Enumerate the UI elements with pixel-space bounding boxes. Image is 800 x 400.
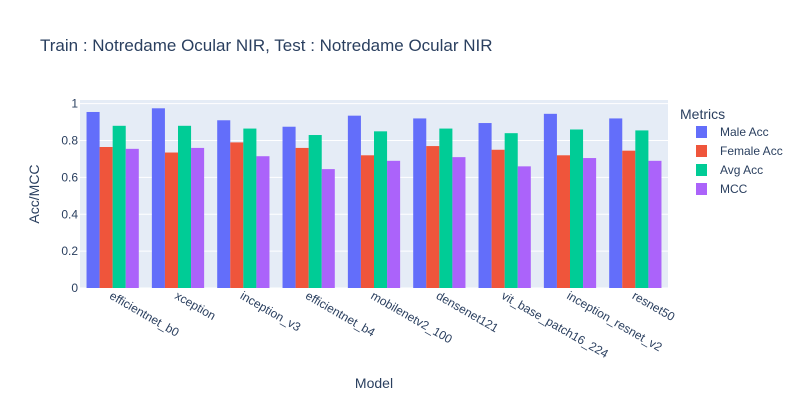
y-tick-labels: 0 0.2 0.4 0.6 0.8 1 [61, 97, 78, 295]
bar [478, 123, 492, 288]
x-tick-label: vit_base_patch16_224 [499, 288, 611, 361]
bar [256, 156, 270, 288]
bar [321, 169, 335, 288]
legend-swatch [696, 164, 707, 176]
x-axis-title: Model [355, 375, 393, 391]
legend-label: MCC [720, 182, 748, 196]
y-tick-label: 0.2 [61, 244, 78, 258]
bar [151, 108, 165, 288]
bar [243, 128, 257, 288]
bar [635, 130, 649, 288]
y-tick-label: 0 [71, 281, 78, 295]
bar [230, 142, 244, 288]
bars [86, 108, 662, 289]
bar [86, 111, 100, 288]
legend-label: Avg Acc [720, 163, 763, 177]
y-tick-label: 0.6 [61, 170, 78, 184]
bar [347, 115, 361, 289]
bar [282, 126, 296, 288]
bar [517, 166, 531, 288]
bar [387, 160, 401, 288]
bar [413, 118, 427, 289]
x-tick-label: efficientnet_b0 [107, 288, 182, 339]
bar [99, 147, 113, 288]
x-tick-label: inception_v3 [238, 288, 304, 334]
legend-label: Female Acc [720, 144, 783, 158]
bar [217, 120, 231, 289]
y-tick-label: 0.4 [61, 207, 78, 221]
x-tick-label: resnet50 [630, 288, 678, 324]
bar [504, 133, 518, 288]
bar [570, 129, 584, 288]
bar [583, 158, 597, 288]
chart-title: Train : Notredame Ocular NIR, Test : Not… [40, 36, 493, 55]
bar [556, 155, 570, 288]
legend-swatch [696, 145, 707, 157]
legend-title: Metrics [680, 106, 725, 122]
legend-swatch [696, 183, 707, 195]
legend: Male Acc Female Acc Avg Acc MCC [696, 125, 783, 196]
bar [112, 125, 126, 288]
bar [164, 152, 178, 288]
y-axis-title: Acc/MCC [26, 164, 42, 223]
y-tick-label: 0.8 [61, 134, 78, 148]
bar [374, 131, 388, 288]
bar [491, 149, 505, 288]
legend-label: Male Acc [720, 125, 769, 139]
bar [452, 157, 466, 288]
bar [609, 118, 623, 289]
bar [360, 155, 374, 288]
x-tick-label: efficientnet_b4 [303, 288, 378, 339]
bar [308, 135, 322, 288]
bar [191, 147, 205, 288]
bar [125, 148, 139, 288]
bar [543, 113, 557, 288]
bar [178, 125, 192, 288]
bar [295, 147, 309, 288]
bar [648, 160, 662, 288]
legend-swatch [696, 126, 707, 138]
bar [439, 128, 453, 288]
bar [622, 150, 636, 288]
bar [426, 146, 440, 288]
y-tick-label: 1 [71, 97, 78, 111]
x-tick-label: xception [173, 288, 219, 322]
